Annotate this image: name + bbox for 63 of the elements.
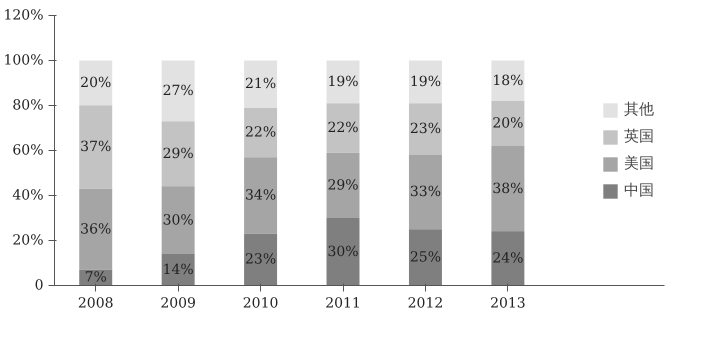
bar: [408, 155, 442, 230]
data-label: 30%: [327, 244, 359, 260]
bar: [491, 232, 524, 286]
legend-label: 英国: [624, 127, 654, 146]
bar: [79, 60, 112, 106]
bar: [244, 234, 278, 286]
legend-label: 中国: [624, 181, 654, 200]
bar: [162, 121, 195, 186]
data-label: 23%: [410, 121, 442, 138]
y-tick-label: 20%: [12, 232, 44, 248]
bar: [491, 101, 524, 146]
data-label: 18%: [492, 72, 524, 89]
y-tick-label: 60%: [12, 142, 44, 158]
bar: [408, 103, 442, 155]
data-label: 22%: [245, 124, 276, 140]
bar: [326, 218, 360, 286]
data-label: 36%: [80, 221, 112, 238]
bar: [244, 108, 278, 158]
data-label: 22%: [327, 120, 359, 136]
bar: [491, 60, 524, 101]
data-label: 14%: [162, 262, 194, 278]
legend-label: 美国: [624, 154, 654, 173]
data-label: 37%: [80, 139, 112, 156]
data-label: 33%: [410, 184, 442, 200]
data-label: 24%: [492, 250, 524, 266]
data-label: 19%: [327, 74, 359, 90]
bar: [491, 146, 524, 232]
bar: [408, 60, 442, 104]
bar: [79, 106, 112, 189]
legend-label: 其他: [624, 100, 654, 119]
data-label: 30%: [162, 212, 194, 228]
bar: [162, 60, 195, 122]
y-tick-label: 120%: [3, 8, 44, 24]
bar: [326, 103, 360, 153]
data-label: 23%: [245, 252, 276, 268]
data-label: 29%: [327, 177, 359, 194]
bar: [244, 60, 278, 108]
data-label: 7%: [84, 270, 107, 286]
y-tick-label: 80%: [12, 98, 44, 114]
data-label: 34%: [245, 188, 276, 204]
data-label: 27%: [162, 82, 194, 99]
bar: [162, 186, 195, 254]
bar: [244, 157, 278, 234]
data-label: 29%: [162, 146, 194, 162]
data-label: 25%: [410, 249, 442, 266]
bar: [326, 60, 360, 104]
data-label: 20%: [80, 75, 112, 91]
data-label: 20%: [492, 116, 524, 132]
y-tick-label: 100%: [3, 52, 44, 68]
data-label: 38%: [492, 180, 524, 197]
x-tick-label: 2011: [325, 296, 361, 312]
x-tick-label: 2008: [78, 296, 114, 312]
data-label: 19%: [410, 74, 442, 90]
bar: [408, 229, 442, 286]
bar: [326, 152, 360, 218]
x-tick-label: 2010: [242, 296, 278, 312]
x-tick-label: 2009: [160, 296, 196, 312]
data-label: 21%: [245, 76, 276, 92]
x-tick-label: 2012: [408, 296, 444, 312]
x-tick-label: 2013: [490, 296, 526, 312]
y-tick-label: 0: [34, 278, 44, 294]
y-tick-label: 40%: [12, 188, 44, 204]
bar: [79, 188, 112, 270]
